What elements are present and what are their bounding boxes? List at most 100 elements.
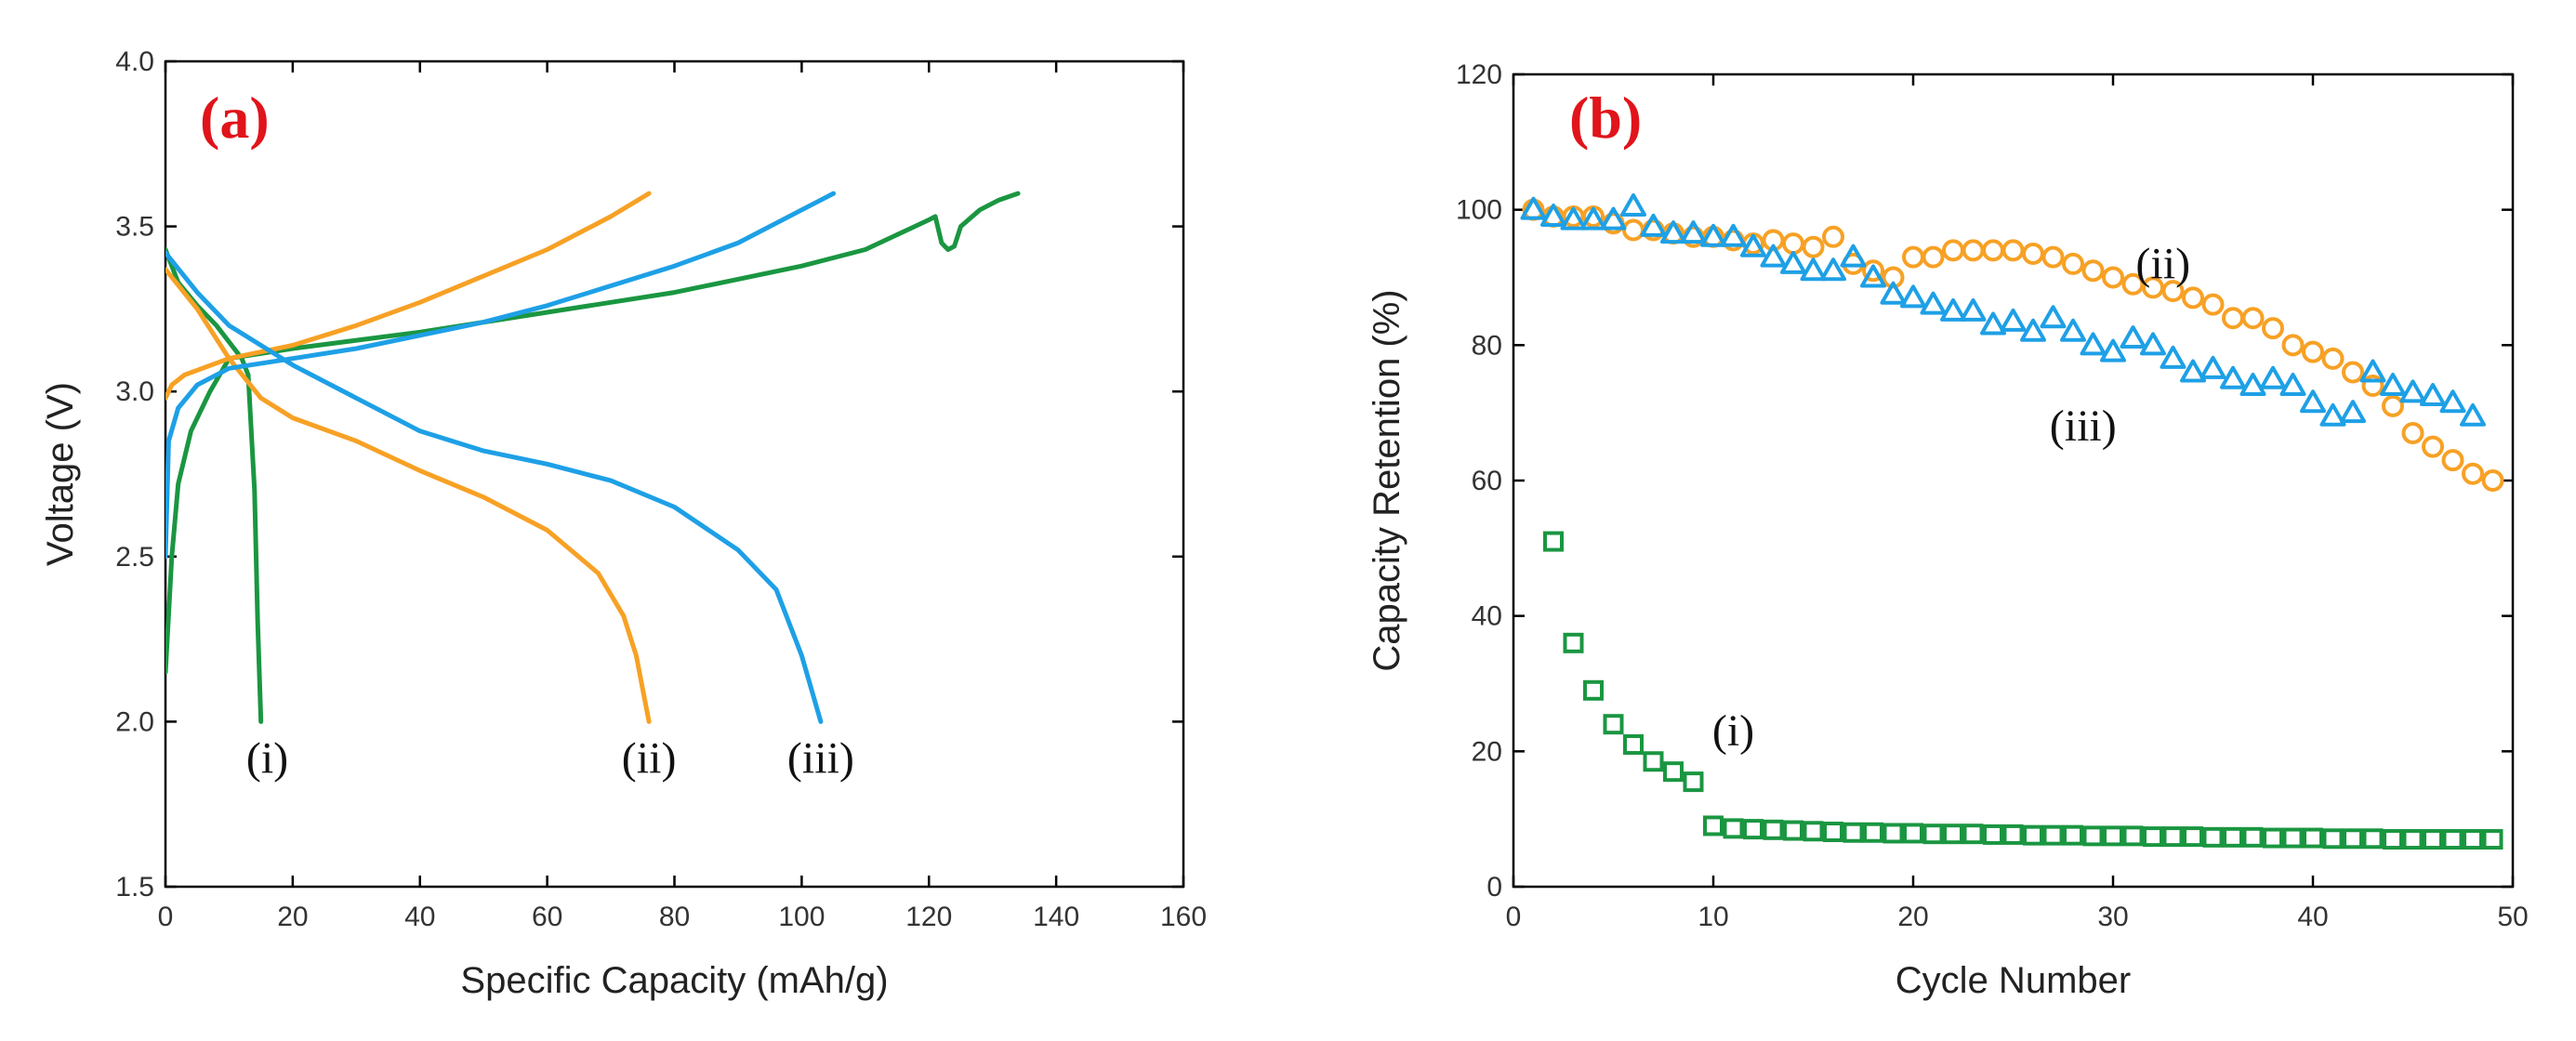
data-point-i: [2383, 829, 2403, 850]
data-point-i: [2282, 827, 2304, 849]
data-point-ii: [2422, 435, 2444, 458]
curve-label-i: (i): [246, 733, 288, 783]
x-tick-label: 80: [659, 902, 690, 932]
data-point-ii: [2161, 280, 2185, 303]
data-point-i: [1803, 821, 1824, 842]
data-point-iii: [2000, 308, 2027, 332]
y-tick-label: 1.5: [115, 872, 154, 903]
data-point-ii: [2281, 334, 2305, 357]
y-tick-label: 120: [1456, 59, 1502, 90]
data-point-i: [1843, 822, 1864, 843]
data-point-i: [2082, 825, 2104, 847]
curve-label-i: (i): [1712, 706, 1754, 756]
data-point-iii: [2180, 359, 2206, 383]
data-point-i: [2042, 824, 2064, 846]
data-point-i: [1763, 819, 1784, 840]
x-tick-label: 100: [778, 902, 825, 932]
data-point-i: [2463, 829, 2483, 850]
data-point-ii: [2102, 266, 2124, 289]
data-point-ii: [1922, 245, 1945, 269]
data-point-ii: [2321, 347, 2345, 370]
x-tick-label: 30: [2097, 902, 2128, 932]
data-point-iii: [2420, 382, 2446, 406]
data-point-i: [2002, 824, 2024, 845]
data-point-iii: [2279, 373, 2306, 397]
data-point-ii: [2401, 422, 2424, 445]
data-layer: [1520, 193, 2504, 850]
series-line-ii-charge: [165, 191, 652, 401]
data-point-i: [1823, 822, 1843, 843]
data-point-iii: [1860, 264, 1886, 288]
data-point-iii: [1940, 297, 1966, 322]
data-point-ii: [2241, 307, 2265, 330]
data-point-iii: [1660, 220, 1686, 244]
x-tick-label: 50: [2497, 902, 2528, 932]
data-point-i: [2322, 828, 2344, 850]
data-point-i: [1882, 823, 1904, 844]
y-tick-label: 3.0: [115, 376, 154, 407]
data-point-iii: [2380, 373, 2406, 397]
series-line-ii-discharge: [165, 267, 652, 724]
x-tick-label: 0: [158, 902, 174, 932]
data-point-iii: [2220, 365, 2246, 389]
data-point-i: [2162, 826, 2184, 848]
x-tick-label: 10: [1698, 902, 1728, 932]
data-point-iii: [2140, 332, 2166, 356]
data-point-iii: [1980, 311, 2006, 336]
data-point-iii: [2300, 389, 2326, 414]
data-point-i: [1643, 751, 1664, 772]
data-point-i: [1543, 531, 1564, 552]
data-point-i: [1563, 632, 1584, 653]
y-tick-label: 40: [1472, 601, 1502, 632]
data-point-i: [2482, 829, 2503, 850]
data-point-i: [2442, 829, 2464, 850]
data-point-i: [1863, 822, 1883, 843]
data-point-i: [1603, 714, 1624, 735]
y-tick-label: 80: [1472, 330, 1502, 361]
data-point-ii: [2062, 252, 2084, 275]
data-point-ii: [1862, 259, 1884, 283]
data-point-i: [1703, 815, 1724, 837]
data-layer: [165, 191, 1021, 724]
data-point-i: [1683, 771, 1704, 793]
data-point-i: [2263, 827, 2283, 849]
data-point-ii: [1902, 245, 1924, 269]
data-point-iii: [1620, 193, 1646, 217]
data-point-iii: [1800, 257, 1827, 282]
data-point-i: [2063, 824, 2083, 846]
data-point-iii: [1640, 213, 1667, 237]
data-point-ii: [2182, 286, 2204, 310]
data-point-iii: [2100, 338, 2126, 362]
data-point-iii: [2460, 402, 2486, 427]
data-point-ii: [2462, 462, 2484, 485]
data-point-iii: [2399, 379, 2426, 403]
data-point-iii: [2040, 305, 2067, 329]
data-point-iii: [2060, 318, 2086, 342]
data-point-ii: [2382, 394, 2404, 417]
data-point-ii: [1982, 239, 2004, 262]
data-point-iii: [1700, 223, 1726, 247]
data-point-i: [1743, 819, 1764, 840]
data-point-iii: [2340, 400, 2366, 424]
data-point-i: [1623, 734, 1644, 756]
data-point-iii: [1960, 297, 1987, 322]
data-point-i: [2103, 825, 2123, 847]
data-point-iii: [2160, 345, 2186, 369]
data-point-iii: [2239, 373, 2266, 397]
data-point-i: [2223, 826, 2243, 848]
data-point-i: [2343, 828, 2363, 850]
x-axis-title: Specific Capacity (mAh/g): [460, 960, 888, 1001]
data-point-iii: [2439, 389, 2466, 414]
data-point-iii: [2200, 355, 2226, 379]
data-point-i: [1943, 824, 1963, 845]
data-point-iii: [1780, 250, 1806, 274]
y-tick-label: 4.0: [115, 46, 154, 77]
x-tick-label: 0: [1506, 902, 1522, 932]
data-point-i: [2303, 827, 2323, 849]
series-line-iii-discharge: [165, 250, 824, 724]
data-point-i: [1783, 820, 1803, 841]
x-tick-label: 160: [1160, 902, 1207, 932]
data-point-ii: [2041, 245, 2065, 269]
y-axis-title: Capacity Retention (%): [1367, 289, 1407, 671]
y-tick-label: 2.0: [115, 706, 154, 737]
